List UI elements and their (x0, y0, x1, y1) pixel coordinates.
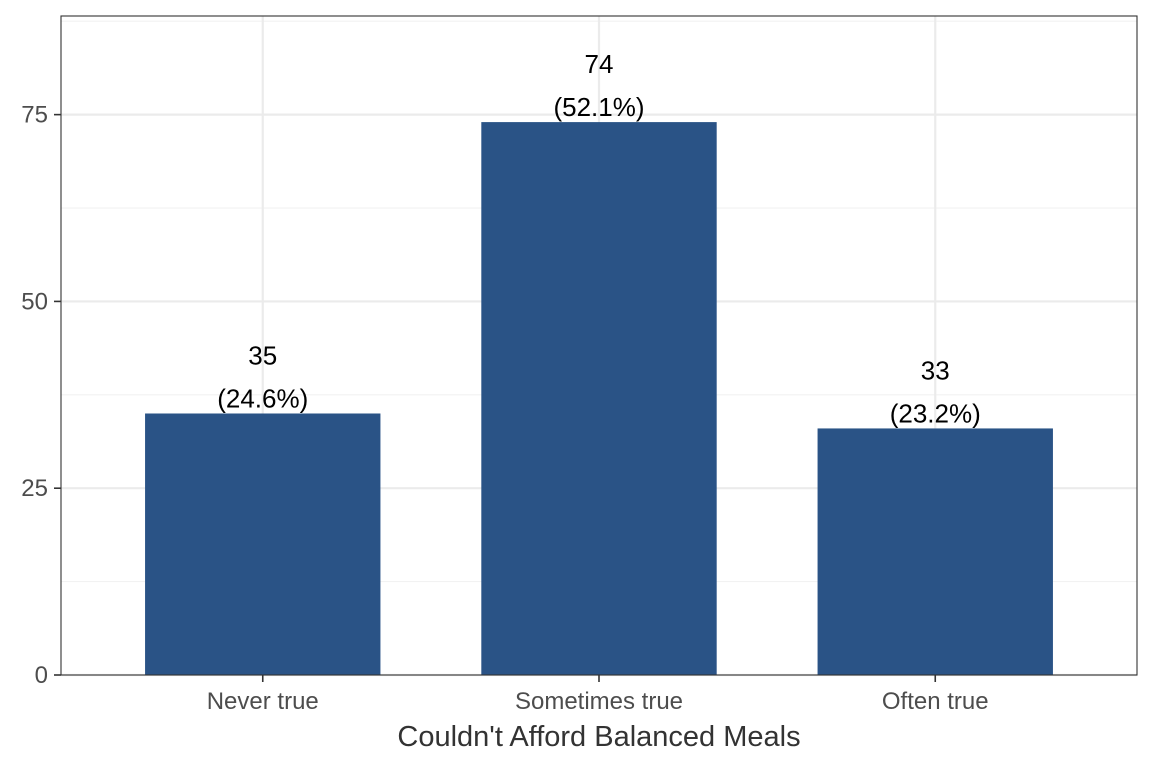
x-axis-title: Couldn't Afford Balanced Meals (397, 721, 800, 753)
bar-never-true (145, 413, 381, 675)
percent-label: (24.6%) (217, 383, 308, 413)
data-labels: 35 (24.6%) 74 (52.1%) 33 (23.2%) (217, 49, 981, 428)
percent-label: (52.1%) (553, 92, 644, 122)
count-label: 74 (585, 49, 614, 79)
bar-sometimes-true (481, 122, 717, 675)
bar-often-true (817, 428, 1053, 675)
x-tick-label: Often true (882, 688, 989, 715)
x-axis: Never true Sometimes true Often true (207, 675, 989, 715)
y-tick-label: 75 (21, 102, 48, 129)
count-label: 35 (248, 340, 277, 370)
percent-label: (23.2%) (890, 398, 981, 428)
bars (145, 122, 1053, 675)
y-tick-label: 25 (21, 475, 48, 502)
y-tick-label: 0 (35, 662, 48, 689)
count-label: 33 (921, 355, 950, 385)
y-tick-label: 50 (21, 288, 48, 315)
y-axis: 0 25 50 75 (21, 102, 61, 689)
x-tick-label: Never true (207, 688, 319, 715)
x-tick-label: Sometimes true (515, 688, 683, 715)
